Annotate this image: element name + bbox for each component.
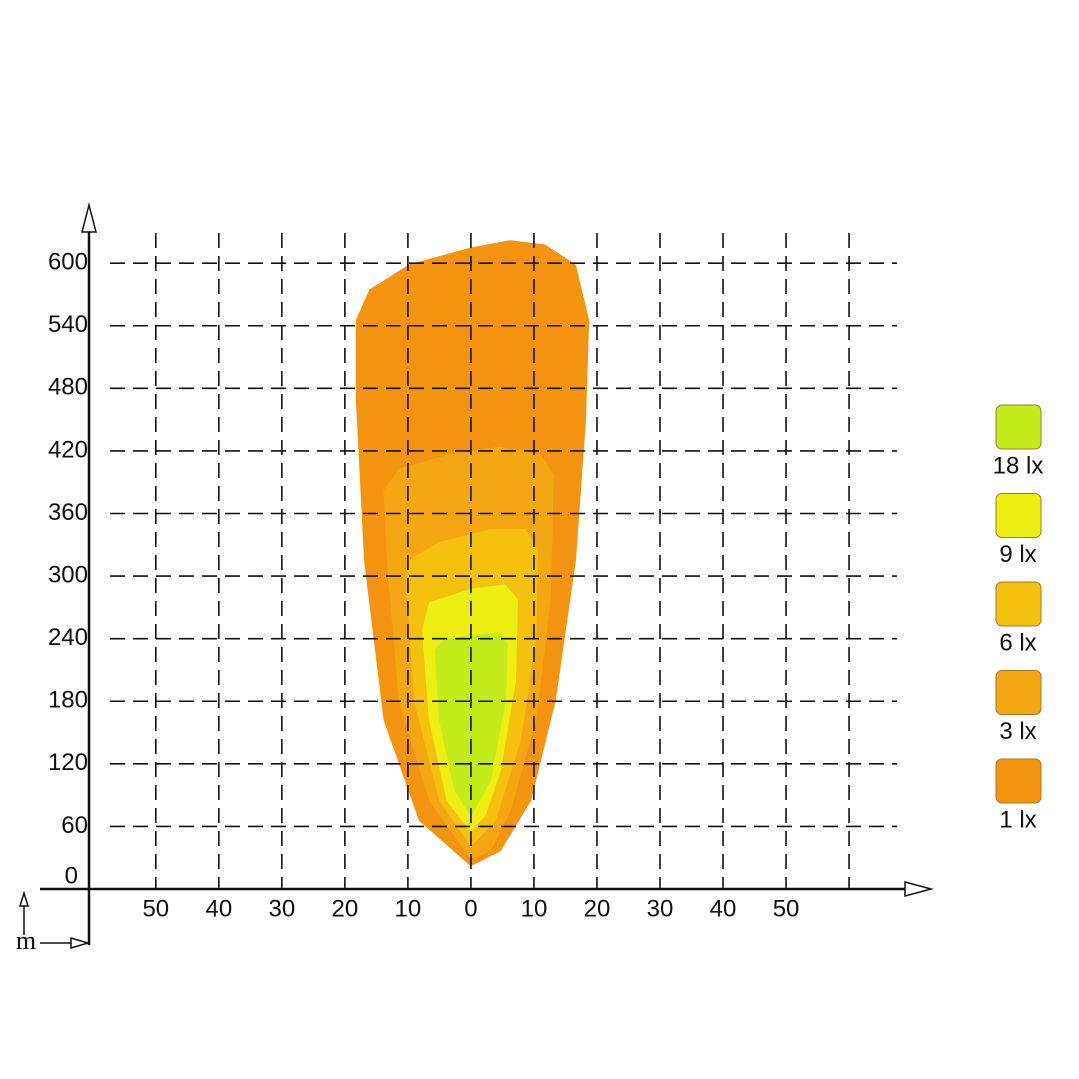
y-tick-label: 600 (48, 248, 88, 275)
x-tick-label: 10 (395, 895, 422, 922)
x-tick-label: 0 (464, 895, 477, 922)
x-tick-label: 30 (269, 895, 296, 922)
labels: 50 40 30 20 10 0 10 20 30 40 50 0 60 120 180 240 300 360 4… (48, 248, 799, 922)
legend-swatch (995, 581, 1042, 627)
unit-arrow-right-head (70, 936, 91, 950)
legend-swatch (995, 670, 1042, 715)
legend-swatch (995, 758, 1042, 804)
y-tick-label: 180 (48, 687, 88, 714)
x-tick-label: 10 (521, 895, 548, 922)
y-tick-label: 60 (61, 812, 88, 839)
unit-label: m (16, 926, 36, 955)
x-tick-label: 30 (647, 895, 674, 922)
x-axis-arrow (904, 881, 934, 897)
legend-label: 6 lx (999, 629, 1036, 656)
x-tick-label: 40 (710, 895, 737, 922)
y-tick-label: 420 (48, 436, 88, 463)
x-tick-label: 40 (205, 895, 232, 922)
y-tick-label: 540 (48, 311, 88, 338)
x-tick-label: 50 (142, 895, 169, 922)
legend-swatch (995, 493, 1042, 538)
y-tick-label: 300 (48, 561, 88, 588)
legend-label: 1 lx (999, 806, 1036, 833)
contours (355, 240, 590, 867)
legend-label: 9 lx (999, 541, 1036, 568)
y-tick-label: 360 (48, 499, 88, 526)
legend-label: 18 lx (993, 452, 1044, 479)
legend: 1 lx 3 lx 6 lx 9 lx 18 lx (993, 404, 1044, 833)
legend-swatch (995, 404, 1042, 450)
y-tick-label: 480 (48, 374, 88, 401)
x-tick-label: 20 (584, 895, 611, 922)
y-tick-label: 240 (48, 624, 88, 651)
grid (110, 233, 897, 889)
y-axis-arrow (81, 202, 97, 233)
y-tick-label: 0 (65, 862, 78, 889)
x-tick-label: 50 (773, 895, 800, 922)
y-tick-label: 120 (48, 749, 88, 776)
x-tick-label: 20 (332, 895, 359, 922)
unit-arrow-up-head (18, 890, 30, 907)
legend-label: 3 lx (999, 718, 1036, 745)
